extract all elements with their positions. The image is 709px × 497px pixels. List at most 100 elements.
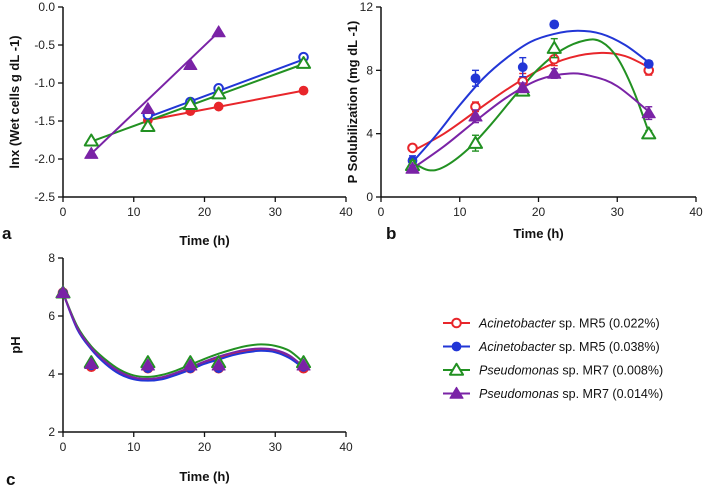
fit-line-pseu_008: [62, 292, 305, 378]
legend-label: Pseudomonas sp. MR7 (0.008%): [479, 364, 663, 378]
y-tick-label: -2.0: [34, 152, 55, 166]
x-tick-label: 20: [532, 205, 546, 219]
y-tick-label: -0.5: [34, 38, 55, 52]
x-tick-label: 40: [339, 440, 353, 454]
legend-strain: sp. MR7 (0.008%): [559, 364, 663, 378]
data-point-pseu_014: [296, 358, 311, 371]
data-point-pseu_008: [641, 126, 657, 140]
x-tick-label: 30: [269, 205, 283, 219]
data-point-acin_038: [470, 73, 481, 84]
y-axis-label: pH: [8, 336, 23, 353]
y-tick-label: 2: [48, 425, 55, 439]
legend-label: Acinetobacter sp. MR5 (0.022%): [478, 317, 660, 331]
legend-strain: sp. MR7 (0.014%): [559, 387, 663, 401]
legend-genus: Pseudomonas: [479, 387, 559, 401]
x-tick-label: 10: [127, 205, 141, 219]
x-tick-label: 0: [60, 440, 67, 454]
legend-marker-pseu_014: [449, 386, 464, 399]
x-tick-label: 30: [611, 205, 625, 219]
x-tick-label: 40: [689, 205, 703, 219]
data-point-pseu_008: [546, 40, 562, 54]
y-tick-label: 0.0: [38, 0, 55, 14]
x-axis-label: Time (h): [179, 469, 229, 484]
data-point-pseu_014: [547, 66, 562, 79]
x-tick-label: 30: [269, 440, 283, 454]
fit-line-pseu_008: [90, 63, 304, 143]
x-axis-label: Time (h): [513, 226, 563, 241]
legend-marker-pseu_008: [448, 362, 465, 376]
data-point-pseu_014: [183, 358, 198, 371]
y-tick-label: 4: [366, 127, 373, 141]
data-point-acin_022: [213, 101, 224, 112]
legend-label: Pseudomonas sp. MR7 (0.014%): [479, 387, 663, 401]
data-point-acin_022: [298, 85, 309, 96]
data-point-pseu_008: [140, 119, 156, 133]
y-tick-label: 4: [48, 367, 55, 381]
data-point-acin_038: [549, 19, 560, 30]
y-tick-label: -1.5: [34, 114, 55, 128]
x-tick-label: 10: [127, 440, 141, 454]
data-point-pseu_014: [140, 102, 155, 115]
fit-line-pseu_014: [411, 72, 650, 170]
y-axis-label: P Solubilization (mg dL -1): [345, 21, 360, 184]
panel-label: c: [6, 470, 15, 489]
y-tick-label: 8: [366, 63, 373, 77]
x-tick-label: 40: [339, 205, 353, 219]
panel-label: b: [386, 224, 396, 243]
y-tick-label: 8: [48, 251, 55, 265]
data-point-pseu_014: [55, 286, 71, 298]
data-point-pseu_014: [84, 146, 99, 159]
fit-line-pseu_008: [412, 38, 650, 172]
x-axis-label: Time (h): [179, 233, 229, 248]
data-point-pseu_014: [405, 161, 420, 174]
panel-b: 0 10 20 30 40 0 4 8 12 Time (h) P Solubilization (…: [345, 0, 703, 243]
data-point-pseu_008: [182, 97, 198, 110]
legend-strain: sp. MR5 (0.022%): [555, 317, 659, 331]
legend-strain: sp. MR5 (0.038%): [555, 340, 659, 354]
data-point-pseu_008: [211, 86, 227, 100]
fit-line-pseu_014: [62, 292, 305, 380]
x-tick-label: 20: [198, 205, 212, 219]
y-tick-label: 6: [48, 309, 55, 323]
legend-genus: Acinetobacter: [478, 317, 556, 331]
data-point-pseu_014: [211, 358, 226, 371]
legend-marker-acin_022: [451, 317, 462, 329]
data-point-acin_038: [643, 59, 654, 69]
panel-label: a: [2, 224, 12, 243]
fit-line-acin_038: [62, 292, 305, 382]
data-point-pseu_014: [211, 25, 226, 38]
legend: Acinetobacter sp. MR5 (0.022%)Acinetobac…: [443, 317, 663, 401]
panel-a: 0 10 20 30 40 -2.5 -2.0 -1.5 -1.0 -0.5 0.0 Time (h)…: [2, 0, 353, 248]
data-point-pseu_008: [295, 55, 312, 69]
y-tick-label: 0: [366, 190, 373, 204]
data-point-pseu_008: [467, 135, 484, 149]
data-point-pseu_014: [641, 106, 656, 119]
y-axis-label: lnx (Wet cells g dL -1): [7, 35, 22, 168]
legend-genus: Pseudomonas: [479, 364, 559, 378]
fit-line-acin_038: [147, 58, 304, 119]
fit-line-acin_022: [147, 89, 304, 122]
data-point-pseu_014: [183, 58, 198, 70]
data-point-acin_022: [407, 142, 418, 154]
y-tick-label: -2.5: [34, 190, 55, 204]
fit-line-acin_038: [411, 29, 650, 163]
data-point-pseu_014: [84, 357, 99, 370]
y-tick-label: 12: [360, 0, 374, 14]
data-point-pseu_014: [515, 81, 530, 93]
legend-genus: Acinetobacter: [478, 340, 556, 354]
legend-label: Acinetobacter sp. MR5 (0.038%): [478, 340, 660, 354]
fit-line-pseu_014: [90, 31, 220, 155]
fit-line-acin_022: [412, 51, 650, 152]
data-point-pseu_008: [83, 133, 99, 147]
data-point-pseu_014: [140, 358, 155, 371]
data-point-acin_038: [517, 62, 528, 73]
x-tick-label: 0: [378, 205, 385, 219]
legend-marker-acin_038: [451, 341, 462, 352]
data-point-pseu_014: [468, 109, 483, 122]
panel-c: 0 10 20 30 40 2 4 6 8 Time (h) pH c: [6, 251, 353, 489]
y-tick-label: -1.0: [34, 76, 55, 90]
x-tick-label: 10: [453, 205, 467, 219]
x-tick-label: 0: [60, 205, 67, 219]
